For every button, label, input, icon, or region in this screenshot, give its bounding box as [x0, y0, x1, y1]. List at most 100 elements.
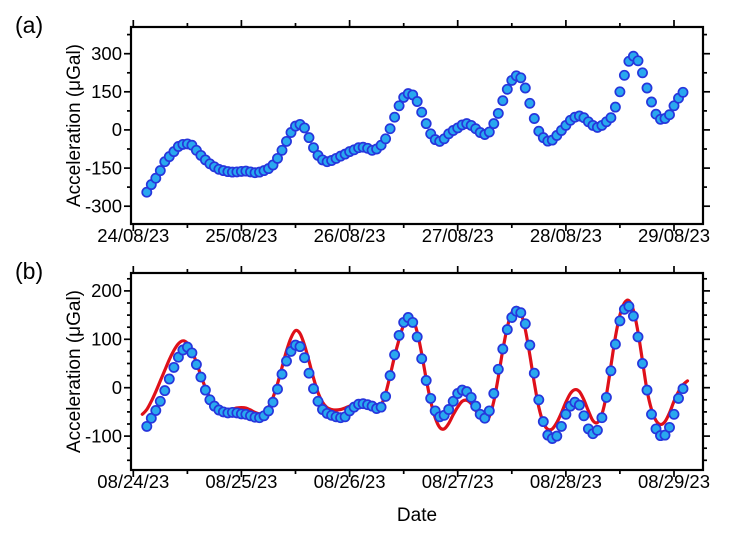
data-point: [641, 82, 653, 94]
data-point: [145, 412, 157, 424]
panel-b-tag: (b): [15, 258, 43, 284]
panel-a: 24/08/23 25/08/23 26/08/23 27/08/23 28/08/23…: [85, 20, 710, 246]
data-point: [407, 316, 419, 328]
data-point: [416, 353, 428, 365]
data-point: [380, 133, 392, 145]
x-tick-label: 25/08/23: [205, 225, 277, 246]
x-tick-label: 26/08/23: [314, 225, 386, 246]
y-tick-label: 0: [112, 377, 122, 398]
data-point: [632, 55, 644, 67]
data-point: [276, 144, 288, 156]
data-point: [673, 392, 684, 404]
data-point: [384, 123, 396, 135]
data-point: [591, 424, 603, 436]
y-tick-label: 150: [91, 81, 122, 102]
data-point: [303, 132, 315, 144]
data-point: [425, 392, 437, 404]
y-tick-label: -300: [85, 195, 122, 216]
data-point: [646, 408, 657, 420]
data-point: [303, 367, 315, 379]
data-point: [380, 390, 392, 402]
data-point: [528, 113, 540, 124]
data-point: [168, 361, 180, 373]
data-point: [263, 405, 274, 417]
x-tick-label: 24/08/23: [97, 225, 169, 246]
data-point: [537, 416, 549, 428]
data-point: [488, 118, 500, 130]
axis-ticks: [124, 20, 710, 231]
x-tick-label: 08/29/23: [638, 471, 710, 492]
y-tick-label: -100: [85, 425, 122, 446]
data-point: [267, 396, 279, 408]
data-point: [555, 420, 567, 432]
data-point: [533, 394, 545, 406]
data-point: [272, 152, 283, 164]
data-point: [384, 370, 396, 382]
data-point: [578, 410, 590, 422]
data-point: [299, 122, 310, 134]
data-point: [614, 315, 626, 327]
data-point: [443, 404, 455, 415]
data-point: [497, 343, 509, 355]
data-point: [389, 111, 401, 123]
y-tick-label: 300: [91, 43, 122, 64]
x-tick-label: 29/08/23: [638, 225, 710, 246]
data-point: [668, 408, 680, 420]
data-point: [281, 135, 292, 147]
data-point: [596, 412, 608, 424]
data-point: [560, 408, 572, 420]
data-point: [190, 359, 202, 370]
data-point: [483, 405, 495, 417]
data-point: [389, 349, 401, 361]
data-point: [308, 383, 319, 395]
x-tick-label: 08/24/23: [97, 471, 169, 492]
data-point: [501, 324, 513, 336]
data-point: [600, 391, 612, 403]
data-point: [677, 86, 689, 98]
y-tick-label: 100: [91, 329, 122, 350]
data-point: [470, 400, 482, 412]
data-point: [411, 96, 423, 107]
data-point: [163, 373, 175, 385]
data-point: [659, 429, 671, 441]
data-point: [627, 310, 639, 322]
data-point: [623, 300, 635, 312]
x-tick-label: 27/08/23: [422, 225, 494, 246]
data-point: [276, 368, 288, 380]
data-point: [637, 358, 648, 369]
x-axis-title: Date: [397, 505, 437, 526]
data-point: [416, 106, 428, 118]
x-tick-label: 08/27/23: [422, 471, 494, 492]
panel-b: 08/24/23 08/25/23 08/26/23 08/27/23 08/28/23…: [85, 266, 710, 492]
data-point: [411, 331, 423, 343]
data-point: [159, 385, 171, 397]
data-point: [141, 420, 153, 432]
data-point: [609, 338, 621, 350]
data-point: [551, 430, 563, 442]
data-point: [646, 96, 657, 108]
data-point: [195, 371, 207, 383]
data-point: [154, 395, 166, 407]
data-point: [375, 401, 387, 413]
plot-frame: [129, 25, 705, 226]
data-point: [281, 355, 292, 367]
data-point: [393, 100, 405, 112]
data-point: [528, 367, 540, 379]
scatter-series: [141, 300, 689, 444]
data-point: [186, 347, 198, 359]
x-tick-label: 08/28/23: [530, 471, 602, 492]
x-tick-label: 28/08/23: [530, 225, 602, 246]
y-tick-label: 0: [112, 119, 122, 140]
plot-frame: [129, 271, 705, 472]
data-point: [664, 109, 675, 121]
data-point: [393, 329, 405, 341]
data-point: [573, 399, 585, 411]
data-point: [519, 82, 531, 94]
data-point: [150, 405, 162, 416]
data-point: [641, 384, 653, 396]
data-point: [492, 363, 504, 375]
data-point: [154, 165, 166, 177]
data-point: [492, 107, 504, 119]
data-point: [312, 395, 324, 407]
